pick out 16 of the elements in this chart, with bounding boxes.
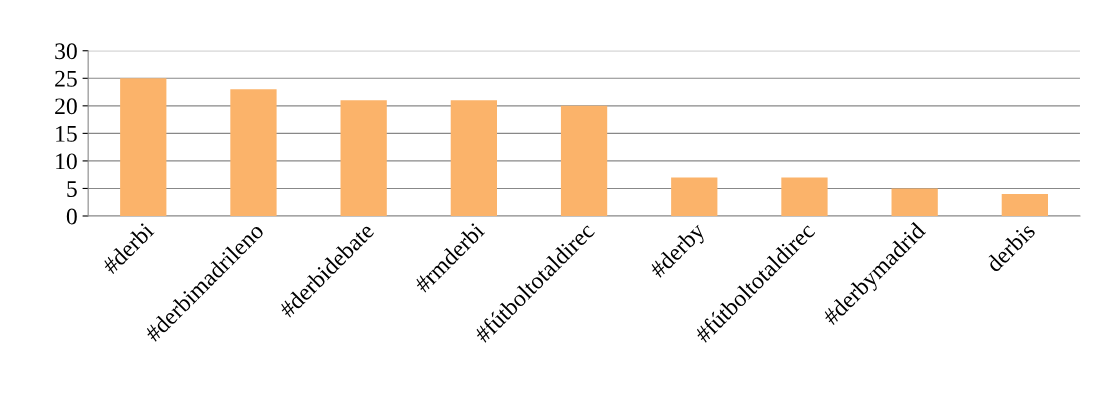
y-tick-label: 30 bbox=[55, 43, 77, 60]
bar bbox=[781, 177, 828, 216]
bar bbox=[671, 177, 718, 216]
y-tick-label: 15 bbox=[56, 125, 77, 142]
y-tick-label: 5 bbox=[67, 181, 77, 197]
bar bbox=[230, 89, 277, 216]
bar bbox=[560, 105, 608, 216]
bar bbox=[450, 100, 497, 216]
bar bbox=[340, 100, 387, 216]
y-tick-label: 10 bbox=[56, 153, 77, 170]
bar bbox=[891, 188, 938, 216]
y-tick-label: 20 bbox=[55, 98, 77, 115]
y-tick-label: 0 bbox=[66, 208, 77, 225]
y-tick-label: 25 bbox=[55, 70, 77, 87]
bar bbox=[120, 78, 167, 216]
bar bbox=[1001, 193, 1048, 216]
